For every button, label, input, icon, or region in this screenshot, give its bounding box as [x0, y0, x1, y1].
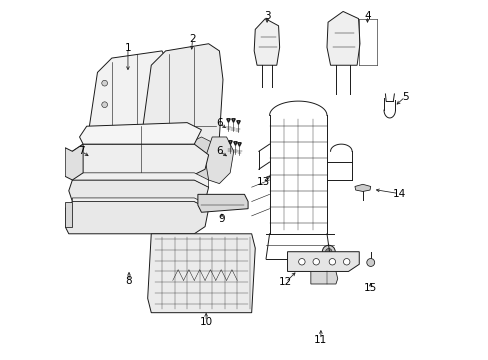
Polygon shape	[72, 173, 208, 187]
Text: 7: 7	[78, 146, 85, 156]
Text: 12: 12	[279, 277, 292, 287]
Polygon shape	[354, 184, 370, 192]
Polygon shape	[65, 202, 72, 226]
Polygon shape	[80, 123, 201, 144]
Polygon shape	[140, 44, 223, 198]
Text: 15: 15	[364, 283, 377, 293]
Text: 5: 5	[401, 92, 407, 102]
Circle shape	[366, 258, 374, 266]
Polygon shape	[72, 198, 208, 209]
Text: 9: 9	[218, 215, 225, 224]
Polygon shape	[326, 12, 359, 65]
Circle shape	[328, 258, 335, 265]
Text: 6: 6	[216, 118, 222, 128]
Text: 4: 4	[364, 11, 370, 21]
Text: 6: 6	[216, 146, 222, 156]
Text: 13: 13	[256, 177, 269, 187]
Polygon shape	[310, 271, 337, 284]
Text: 3: 3	[263, 11, 270, 21]
Circle shape	[298, 258, 305, 265]
Polygon shape	[287, 252, 359, 271]
Circle shape	[325, 248, 331, 255]
Text: 14: 14	[392, 189, 405, 199]
Polygon shape	[69, 180, 208, 209]
Polygon shape	[86, 51, 169, 198]
Polygon shape	[65, 202, 208, 234]
Polygon shape	[72, 144, 208, 176]
Circle shape	[343, 258, 349, 265]
Polygon shape	[65, 144, 83, 180]
Circle shape	[102, 102, 107, 108]
Circle shape	[102, 80, 107, 86]
Polygon shape	[187, 137, 215, 180]
Text: 11: 11	[314, 334, 327, 345]
Polygon shape	[204, 137, 233, 184]
Text: 8: 8	[125, 276, 132, 286]
Circle shape	[312, 258, 319, 265]
Text: 10: 10	[199, 317, 212, 327]
Text: 1: 1	[124, 43, 131, 53]
Polygon shape	[198, 194, 247, 212]
Polygon shape	[254, 19, 279, 65]
Polygon shape	[147, 234, 255, 313]
Circle shape	[322, 245, 335, 258]
Text: 2: 2	[189, 35, 195, 44]
Polygon shape	[94, 194, 144, 202]
